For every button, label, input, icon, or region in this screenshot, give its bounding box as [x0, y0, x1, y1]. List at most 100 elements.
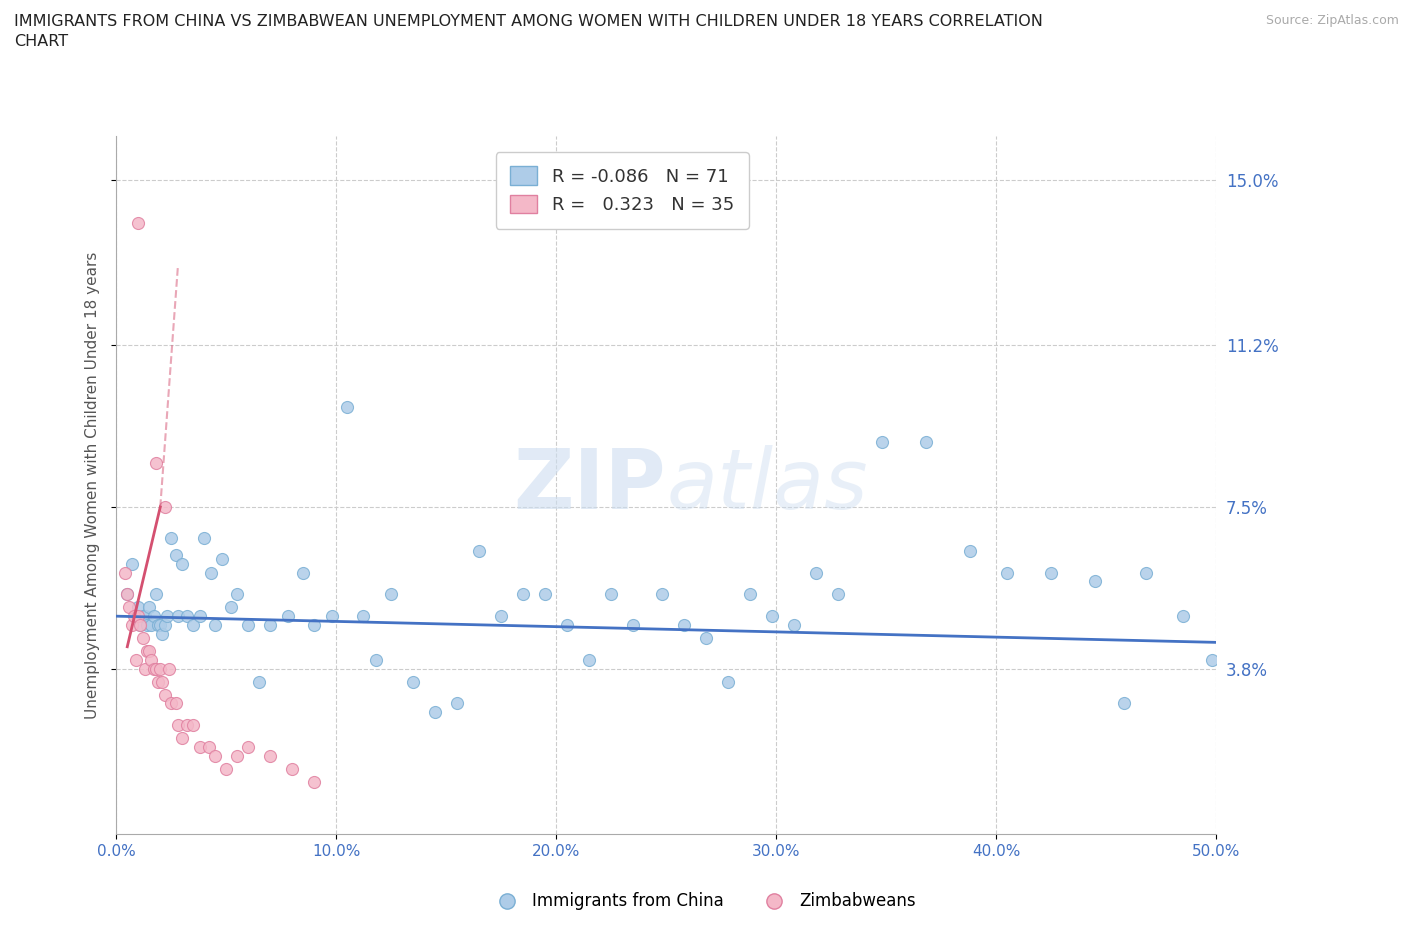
Point — [555, 618, 578, 632]
Point — [578, 652, 600, 667]
Point — [1084, 574, 1107, 589]
Point — [621, 618, 644, 632]
Point — [136, 644, 159, 658]
Point — [157, 661, 180, 676]
Point — [717, 674, 740, 689]
Point — [914, 434, 936, 449]
Point — [181, 718, 204, 733]
Point — [136, 618, 159, 632]
Point — [160, 530, 183, 545]
Point — [281, 762, 304, 777]
Point — [149, 661, 172, 676]
Point — [651, 587, 673, 602]
Point — [226, 587, 249, 602]
Point — [1135, 565, 1157, 580]
Point — [204, 618, 226, 632]
Point — [402, 674, 425, 689]
Y-axis label: Unemployment Among Women with Children Under 18 years: Unemployment Among Women with Children U… — [86, 251, 100, 719]
Point — [292, 565, 315, 580]
Point — [215, 762, 238, 777]
Legend: Immigrants from China, Zimbabweans: Immigrants from China, Zimbabweans — [484, 885, 922, 917]
Point — [188, 609, 211, 624]
Point — [425, 705, 447, 720]
Point — [172, 731, 194, 746]
Point — [131, 609, 153, 624]
Point — [176, 609, 198, 624]
Point — [167, 718, 190, 733]
Point — [129, 618, 152, 632]
Point — [121, 618, 143, 632]
Point — [125, 609, 148, 624]
Point — [238, 618, 260, 632]
Point — [145, 661, 167, 676]
Point — [600, 587, 623, 602]
Text: ZIP: ZIP — [513, 445, 666, 525]
Point — [153, 499, 176, 514]
Point — [738, 587, 761, 602]
Point — [446, 696, 468, 711]
Point — [153, 618, 176, 632]
Point — [142, 609, 165, 624]
Point — [1171, 609, 1194, 624]
Point — [1112, 696, 1135, 711]
Point — [134, 609, 156, 624]
Point — [302, 775, 325, 790]
Point — [277, 609, 299, 624]
Text: IMMIGRANTS FROM CHINA VS ZIMBABWEAN UNEMPLOYMENT AMONG WOMEN WITH CHILDREN UNDER: IMMIGRANTS FROM CHINA VS ZIMBABWEAN UNEM… — [14, 14, 1043, 48]
Point — [146, 618, 169, 632]
Point — [259, 618, 281, 632]
Point — [238, 739, 260, 754]
Point — [156, 609, 179, 624]
Point — [117, 587, 139, 602]
Point — [489, 609, 512, 624]
Text: Source: ZipAtlas.com: Source: ZipAtlas.com — [1265, 14, 1399, 27]
Point — [761, 609, 783, 624]
Point — [141, 652, 163, 667]
Point — [512, 587, 534, 602]
Point — [352, 609, 374, 624]
Point — [321, 609, 343, 624]
Point — [188, 739, 211, 754]
Point — [146, 674, 169, 689]
Point — [127, 216, 149, 231]
Point — [380, 587, 402, 602]
Point — [138, 644, 160, 658]
Point — [226, 749, 249, 764]
Point — [783, 618, 806, 632]
Point — [134, 661, 156, 676]
Point — [1201, 652, 1223, 667]
Point — [200, 565, 222, 580]
Point — [160, 696, 183, 711]
Point — [145, 587, 167, 602]
Point — [995, 565, 1018, 580]
Point — [197, 739, 219, 754]
Point — [181, 618, 204, 632]
Point — [167, 609, 190, 624]
Point — [121, 556, 143, 571]
Point — [870, 434, 893, 449]
Point — [695, 631, 717, 645]
Point — [129, 618, 152, 632]
Point — [172, 556, 194, 571]
Point — [149, 618, 172, 632]
Point — [127, 609, 149, 624]
Point — [672, 618, 695, 632]
Legend: R = -0.086   N = 71, R =   0.323   N = 35: R = -0.086 N = 71, R = 0.323 N = 35 — [496, 152, 748, 229]
Point — [959, 543, 981, 558]
Point — [114, 565, 136, 580]
Point — [152, 674, 174, 689]
Point — [131, 631, 153, 645]
Point — [534, 587, 557, 602]
Point — [219, 600, 242, 615]
Text: atlas: atlas — [666, 445, 868, 525]
Point — [259, 749, 281, 764]
Point — [193, 530, 215, 545]
Point — [125, 652, 148, 667]
Point — [247, 674, 270, 689]
Point — [165, 548, 187, 563]
Point — [827, 587, 849, 602]
Point — [117, 587, 139, 602]
Point — [127, 600, 149, 615]
Point — [122, 609, 145, 624]
Point — [804, 565, 827, 580]
